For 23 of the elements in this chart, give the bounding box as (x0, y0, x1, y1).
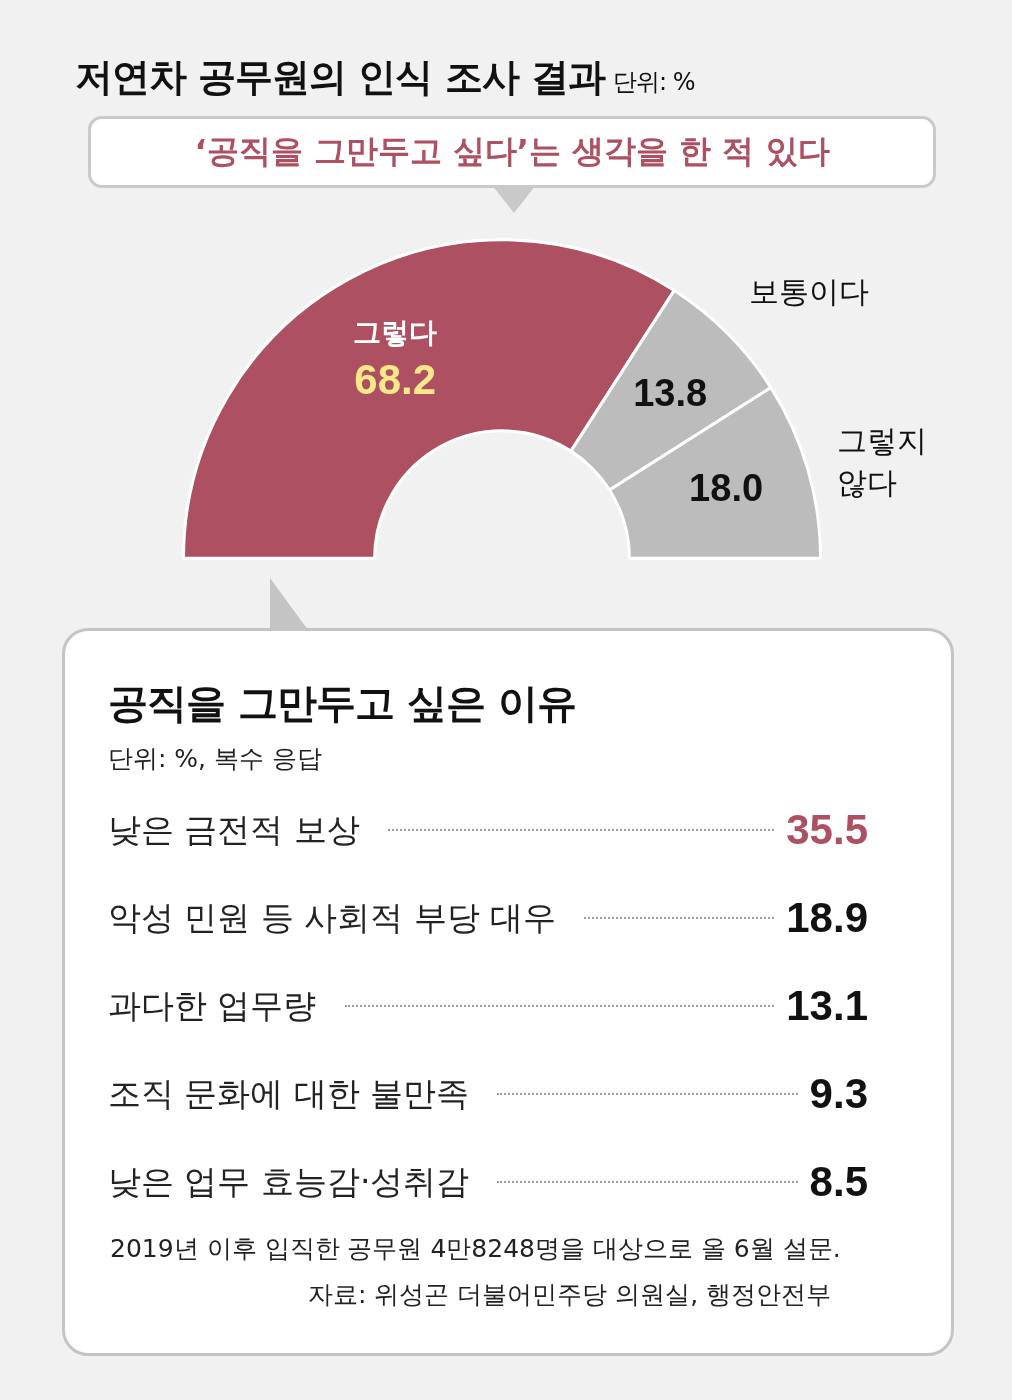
slice-label: 그렇지 않다 (836, 422, 927, 500)
data-label: 13.8 (633, 371, 708, 414)
data-label: 9.3 (809, 1070, 868, 1118)
chart-title: 저연차 공무원의 인식 조사 결과 (75, 55, 605, 99)
chart-subtitle: ‘공직을 그만두고 싶다’는 생각을 한 적 있다 (88, 116, 936, 188)
text: 자료: 위성곤 더불어민주당 의원실, 행정안전부 (308, 1279, 832, 1311)
text: 공직을 그만두고 싶은 이유 (108, 679, 576, 728)
data-label: 8.5 (809, 1158, 868, 1206)
slice-label: 보통이다 (749, 274, 870, 310)
category-label: 과다한 업무량 (108, 984, 317, 1027)
category-label: 악성 민원 등 사회적 부당 대우 (108, 896, 557, 939)
data-label: 18.0 (689, 466, 764, 509)
category-label: 낮은 금전적 보상 (108, 808, 360, 851)
category-label: 낮은 업무 효능감·성취감 (108, 1160, 470, 1203)
text: 단위: %, 복수 응답 (108, 743, 322, 775)
text: 2019년 이후 입직한 공무원 4만8248명을 대상으로 올 6월 설문. (110, 1233, 841, 1265)
category-label: 조직 문화에 대한 불만족 (108, 1072, 470, 1115)
data-label: 13.1 (786, 982, 868, 1030)
data-label: 35.5 (786, 806, 868, 854)
data-label: 68.2 (354, 356, 437, 404)
text: 단위: % (612, 68, 695, 96)
slice-label: 그렇다 (353, 315, 438, 349)
data-label: 18.9 (786, 894, 868, 942)
